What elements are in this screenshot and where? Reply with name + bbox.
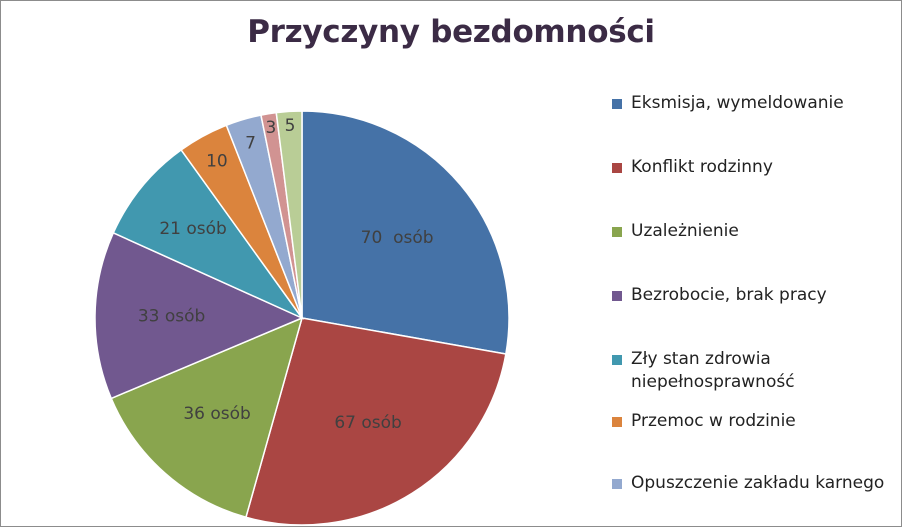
legend-label: Eksmisja, wymeldowanie: [631, 93, 844, 113]
slice-data-label: 21 osób: [159, 219, 227, 239]
legend-item: Przemoc w rodzinie: [612, 410, 897, 433]
legend-label: Bezrobocie, brak pracy: [631, 285, 827, 305]
pie-slice: [275, 110, 303, 319]
slice-data-label: 67 osób: [334, 413, 402, 433]
legend-swatch: [612, 99, 622, 109]
slice-data-label: 7: [245, 133, 256, 153]
legend-item: Eksmisja, wymeldowanie: [612, 92, 897, 115]
pie-slice: [94, 231, 304, 400]
legend-item: Konflikt rodzinny: [612, 156, 897, 179]
legend-item: Opuszczenie zakładu karnego: [612, 472, 897, 495]
legend-swatch: [612, 479, 622, 489]
legend-label: Opuszczenie zakładu karnego: [631, 473, 885, 493]
slice-data-label: 3: [265, 118, 276, 138]
legend-item: Uzależnienie: [612, 220, 897, 243]
legend-swatch: [612, 163, 622, 173]
slice-data-label: 33 osób: [138, 306, 206, 326]
legend-item: Zły stan zdrowia niepełnosprawność: [612, 348, 897, 394]
slice-data-label: 5: [285, 116, 296, 136]
legend-label: Przemoc w rodzinie: [631, 411, 796, 431]
legend-label: Zły stan zdrowia niepełnosprawność: [631, 349, 795, 392]
pie-slice: [301, 110, 510, 355]
slice-data-label: 10: [206, 152, 228, 172]
pie-slice: [245, 317, 507, 526]
legend-swatch: [612, 417, 622, 427]
legend-label: Konflikt rodzinny: [631, 157, 773, 177]
pie-slice: [110, 316, 304, 519]
legend-swatch: [612, 227, 622, 237]
legend-swatch: [612, 291, 622, 301]
chart-title: Przyczyny bezdomności: [247, 14, 655, 50]
slice-data-label: 36 osób: [183, 404, 251, 424]
legend-swatch: [612, 355, 622, 365]
pie-slice: [112, 148, 305, 320]
slice-data-label: 70 osób: [361, 228, 434, 248]
legend-item: Bezrobocie, brak pracy: [612, 284, 897, 307]
legend-label: Uzależnienie: [631, 221, 739, 241]
